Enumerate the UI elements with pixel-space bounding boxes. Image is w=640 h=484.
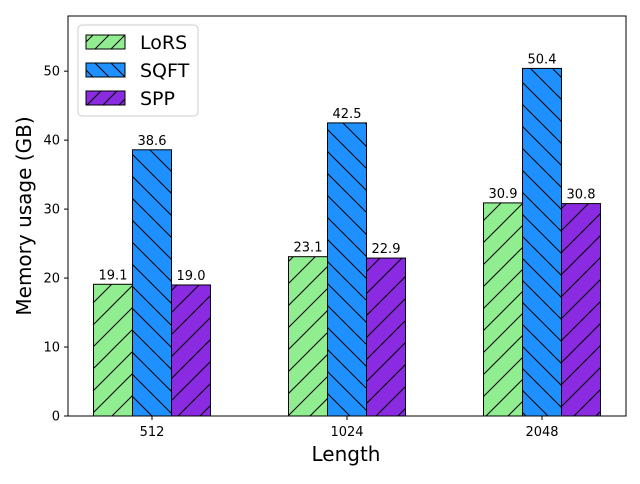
bar-value-label: 50.4: [528, 52, 557, 67]
x-axis-ticks: 512 1024 2048: [140, 416, 559, 440]
bar-value-label: 23.1: [294, 241, 323, 256]
y-tick-label: 20: [43, 272, 60, 287]
legend-item-lors: LoRS: [85, 32, 187, 54]
y-tick-label: 50: [43, 65, 60, 80]
legend-label: LoRS: [140, 32, 187, 54]
legend-item-sqft: SQFT: [85, 60, 190, 82]
x-tick-label: 2048: [525, 425, 558, 440]
bar-sqft-512: [132, 149, 172, 417]
y-axis-label: Memory usage (GB): [12, 116, 36, 315]
x-tick-label: 1024: [330, 425, 363, 440]
bar-sqft-1024: [327, 122, 367, 417]
legend-item-spp: SPP: [85, 88, 175, 110]
bar-spp-2048: [561, 203, 601, 417]
legend-label: SPP: [140, 88, 175, 110]
bar-lors-1024: [288, 256, 328, 417]
bar-value-label: 30.9: [489, 187, 518, 202]
bar-value-label: 42.5: [333, 107, 362, 122]
bar-spp-1024: [366, 257, 406, 417]
bar-value-label: 38.6: [138, 134, 167, 149]
bar-value-label: 19.0: [177, 269, 206, 284]
bar-lors-2048: [483, 202, 523, 417]
bars-layer: [93, 67, 601, 417]
value-labels-layer: 19.1 23.1 30.9 38.6 42.5 50.4 19.0 22.9 30.8: [99, 52, 596, 284]
y-tick-label: 40: [43, 134, 60, 149]
y-tick-label: 10: [43, 341, 60, 356]
bar-sqft-2048: [522, 67, 562, 417]
y-tick-label: 0: [52, 410, 60, 425]
bar-value-label: 19.1: [99, 268, 128, 283]
bar-spp-512: [171, 284, 211, 417]
bar-lors-512: [93, 283, 133, 417]
bar-value-label: 22.9: [372, 242, 401, 257]
x-axis-label: Length: [312, 442, 381, 466]
x-tick-label: 512: [140, 425, 165, 440]
y-tick-label: 30: [43, 203, 60, 218]
y-axis-ticks: 0 10 20 30 40 50: [43, 65, 68, 425]
bar-value-label: 30.8: [567, 188, 596, 203]
legend: LoRS SQFT SPP: [77, 24, 199, 117]
legend-label: SQFT: [140, 60, 190, 82]
